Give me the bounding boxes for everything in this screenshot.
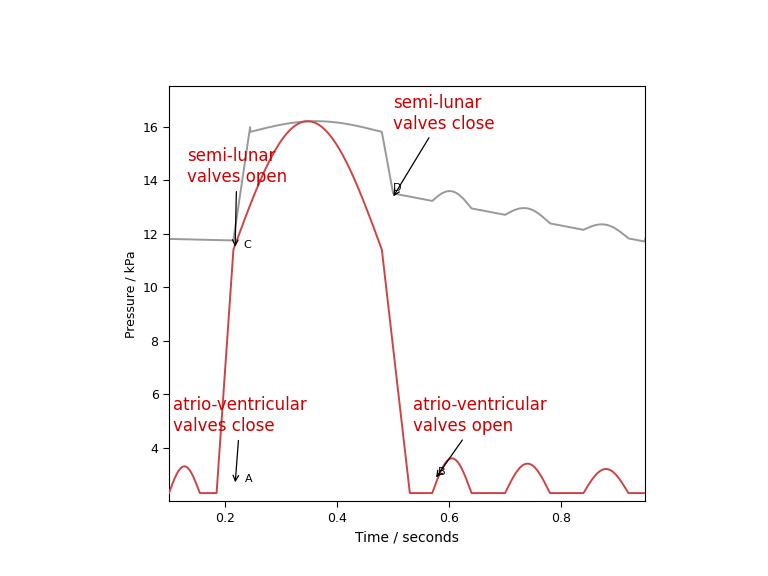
Text: D: D (393, 183, 402, 194)
Text: A: A (244, 473, 252, 484)
Text: atrio-ventricular
valves open: atrio-ventricular valves open (412, 396, 546, 476)
Text: C: C (243, 240, 250, 249)
X-axis label: Time / seconds: Time / seconds (355, 530, 459, 544)
Text: B: B (438, 467, 445, 477)
Text: atrio-ventricular
valves close: atrio-ventricular valves close (174, 396, 307, 481)
Y-axis label: Pressure / kPa: Pressure / kPa (124, 250, 137, 338)
Text: semi-lunar
valves close: semi-lunar valves close (393, 94, 495, 195)
Text: semi-lunar
valves open: semi-lunar valves open (187, 147, 287, 245)
